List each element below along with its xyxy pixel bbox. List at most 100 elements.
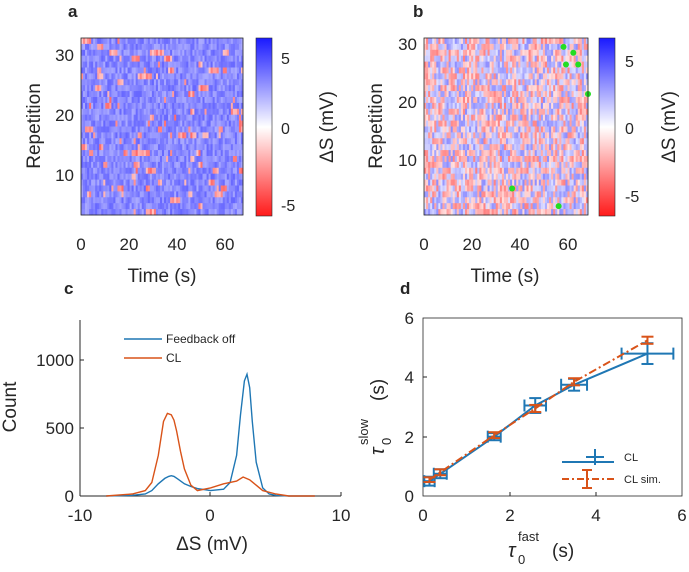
heatmap-cell [426,102,429,110]
heatmap-cell [141,197,145,204]
heatmap-cell [514,120,517,127]
heatmap-cell [178,132,181,139]
heatmap-cell [224,73,228,80]
heatmap-cell [234,43,238,51]
heatmap-cell [153,167,157,175]
heatmap-cell [184,55,187,62]
heatmap-cell [538,114,542,121]
heatmap-cell [522,55,525,62]
heatmap-cell [475,67,478,74]
heatmap-cell [503,132,507,139]
heatmap-cell [131,179,135,186]
heatmap-cell [172,49,175,57]
heatmap-cell [424,150,427,157]
heatmap-cell [544,43,548,51]
heatmap-cell [489,73,493,80]
heatmap-cell [141,185,145,192]
heatmap-cell [184,138,187,145]
heatmap-cell [444,209,447,216]
heatmap-cell [188,79,191,86]
heatmap-cell [569,91,572,98]
heatmap-cell [487,138,490,145]
heatmap-cell [477,61,480,68]
heatmap-cell [460,120,464,127]
heatmap-cell [483,85,486,92]
heatmap-cell [471,167,474,175]
heatmap-cell [178,85,181,92]
heatmap-cell [222,120,226,127]
heatmap-cell [538,197,542,204]
heatmap-cell [93,91,96,98]
heatmap-cell [446,79,449,86]
heatmap-cell [238,161,242,169]
heatmap-cell [426,197,429,204]
heatmap-cell [208,73,211,80]
heatmap-cell [103,73,106,80]
heatmap-cell [530,79,534,86]
heatmap-cell [434,161,437,169]
heatmap-cell [151,108,155,116]
heatmap-cell [200,191,203,198]
heatmap-cell [477,67,480,74]
heatmap-cell [526,191,529,198]
heatmap-cell [497,73,501,80]
heatmap-cell [135,203,139,210]
heatmap-cell [137,197,141,204]
heatmap-cell [85,185,88,192]
heatmap-cell [518,97,521,104]
heatmap-cell [448,144,452,151]
heatmap-cell [534,91,538,98]
heatmap-cell [149,161,153,169]
heatmap-cell [547,79,550,86]
heatmap-cell [113,55,116,62]
heatmap-cell [467,132,470,139]
heatmap-cell [573,97,577,104]
heatmap-cell [522,120,525,127]
heatmap-cell [479,114,482,121]
heatmap-cell [497,61,501,68]
heatmap-cell [162,102,165,110]
heatmap-cell [97,203,100,210]
heatmap-cell [85,161,88,169]
heatmap-cell [208,114,211,121]
heatmap-cell [141,144,145,151]
heatmap-cell [438,102,441,110]
heatmap-cell [549,114,552,121]
heatmap-cell [501,120,505,127]
heatmap-cell [565,114,568,121]
heatmap-cell [540,191,544,198]
panel-b-ytick: 20 [398,93,417,112]
heatmap-cell [139,173,143,180]
heatmap-cell [176,120,179,127]
heatmap-cell [503,197,507,204]
heatmap-cell [446,167,449,175]
heatmap-cell [151,185,155,192]
heatmap-cell [565,49,568,57]
heatmap-cell [426,209,429,216]
heatmap-cell [440,209,443,216]
heatmap-cell [428,161,431,169]
heatmap-cell [518,209,521,216]
heatmap-cell [516,79,519,86]
heatmap-cell [206,61,209,68]
heatmap-cell [157,167,161,175]
heatmap-cell [567,73,570,80]
heatmap-cell [166,150,169,157]
heatmap-cell [491,91,495,98]
heatmap-cell [83,203,86,210]
heatmap-cell [561,191,564,198]
heatmap-cell [561,61,564,68]
heatmap-cell [145,173,149,180]
heatmap-cell [202,120,205,127]
heatmap-cell [174,126,177,133]
heatmap-cell [553,156,556,163]
panel-a-letter: a [68,2,78,21]
heatmap-cell [508,91,511,98]
heatmap-cell [236,150,240,157]
heatmap-cell [547,156,550,163]
heatmap-cell [204,173,207,180]
heatmap-cell [514,209,517,216]
heatmap-cell [454,167,458,175]
panel-c-series [106,371,315,497]
heatmap-cell [196,102,199,110]
